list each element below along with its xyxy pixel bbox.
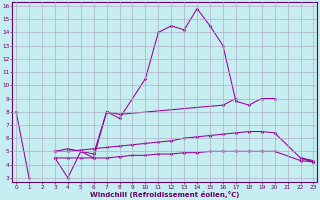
X-axis label: Windchill (Refroidissement éolien,°C): Windchill (Refroidissement éolien,°C) bbox=[90, 191, 239, 198]
